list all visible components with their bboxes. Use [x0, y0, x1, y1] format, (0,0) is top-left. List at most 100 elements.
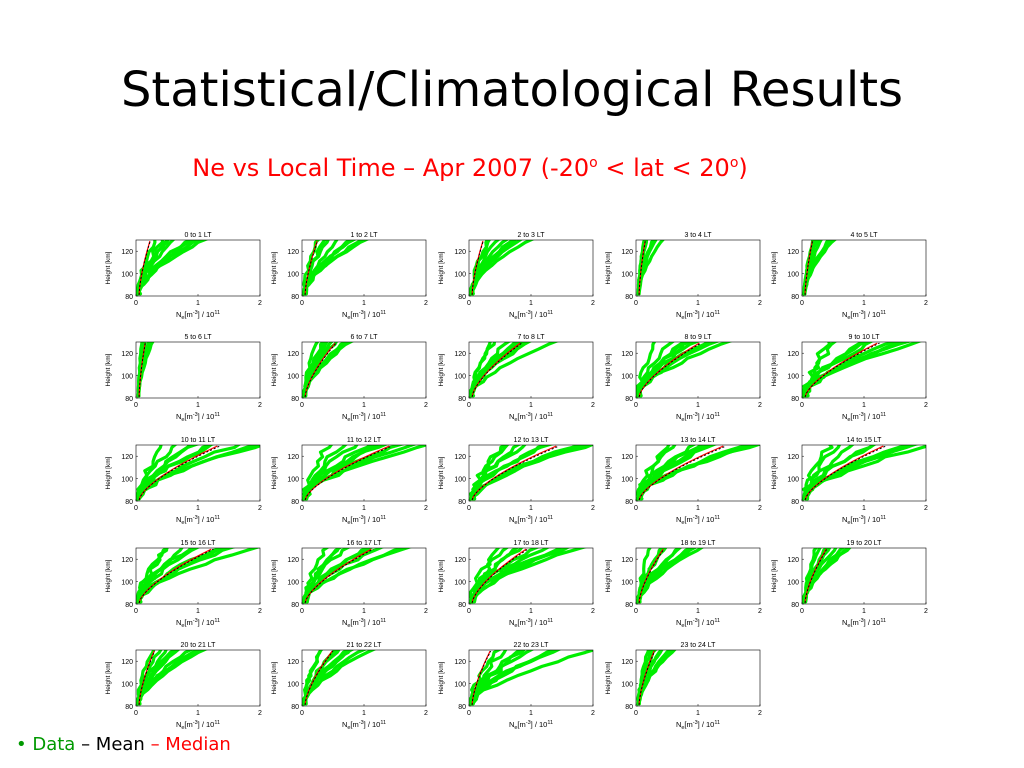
panel-data-curves — [802, 342, 922, 398]
x-tick-label: 1 — [362, 402, 366, 409]
y-tick-label: 80 — [791, 396, 799, 403]
x-axis-label: Ne[m-3] / 1011 — [509, 515, 553, 526]
y-tick-label: 120 — [454, 659, 466, 666]
panel-data-curves — [636, 548, 704, 604]
x-tick-label: 0 — [467, 608, 471, 615]
panel-title: 22 to 23 LT — [514, 642, 550, 649]
x-tick-label: 2 — [258, 608, 262, 615]
x-tick-label: 0 — [634, 505, 638, 512]
panel-data-curves — [302, 650, 377, 706]
y-tick-label: 120 — [287, 659, 299, 666]
panel-data-curves — [636, 445, 760, 501]
panel-3: 2 to 3 LT 80 100 120 0 1 2 Height [km] Ne[m-3] /… — [438, 232, 595, 321]
panel-title: 9 to 10 LT — [848, 334, 880, 341]
data-curve — [636, 342, 733, 398]
y-tick-label: 100 — [121, 272, 133, 279]
x-axis-label: Ne[m-3] / 1011 — [842, 515, 886, 526]
x-tick-label: 2 — [758, 300, 762, 307]
y-tick-label: 120 — [121, 557, 133, 564]
x-tick-label: 2 — [591, 710, 595, 717]
x-tick-label: 0 — [467, 505, 471, 512]
x-tick-label: 1 — [196, 505, 200, 512]
y-tick-label: 120 — [121, 249, 133, 256]
mean-curve — [638, 445, 727, 501]
y-axis-label: Height [km] — [605, 559, 612, 592]
x-tick-label: 0 — [300, 505, 304, 512]
x-tick-label: 2 — [591, 300, 595, 307]
y-tick-label: 120 — [454, 454, 466, 461]
y-tick-label: 80 — [458, 704, 466, 711]
panel-title: 14 to 15 LT — [847, 437, 883, 444]
mean-curve — [138, 240, 151, 295]
y-tick-label: 100 — [121, 374, 133, 381]
y-tick-label: 80 — [291, 294, 299, 301]
x-tick-label: 2 — [591, 402, 595, 409]
y-tick-label: 80 — [125, 602, 133, 609]
panel-data-curves — [469, 650, 593, 706]
y-tick-label: 100 — [121, 580, 133, 587]
panel-9: 8 to 9 LT 80 100 120 0 1 2 Height [km] Ne[m-3] /… — [605, 334, 762, 423]
y-tick-label: 100 — [287, 580, 299, 587]
x-tick-label: 1 — [196, 710, 200, 717]
x-axis-label: Ne[m-3] / 1011 — [509, 720, 553, 731]
mean-curve — [138, 343, 146, 397]
y-tick-label: 120 — [287, 454, 299, 461]
x-axis-label: Ne[m-3] / 1011 — [842, 618, 886, 629]
x-tick-label: 1 — [362, 608, 366, 615]
y-tick-label: 100 — [121, 477, 133, 484]
panel-title: 13 to 14 LT — [681, 437, 717, 444]
x-axis-label: Ne[m-3] / 1011 — [176, 310, 220, 321]
x-tick-label: 1 — [362, 505, 366, 512]
panel-title: 8 to 9 LT — [684, 334, 712, 341]
data-curve — [471, 650, 593, 706]
x-axis-label: Ne[m-3] / 1011 — [342, 720, 386, 731]
x-axis-label: Ne[m-3] / 1011 — [676, 310, 720, 321]
data-curve — [804, 342, 913, 398]
x-tick-label: 0 — [134, 402, 138, 409]
panel-10: 9 to 10 LT 80 100 120 0 1 2 Height [km] Ne[m-3] … — [771, 334, 928, 423]
median-curve — [138, 445, 218, 501]
mean-curve — [471, 240, 484, 295]
x-axis-label: Ne[m-3] / 1011 — [342, 618, 386, 629]
x-tick-label: 1 — [196, 402, 200, 409]
legend-sep-1: – — [75, 734, 96, 755]
panel-data-curves — [469, 342, 559, 398]
panel-title: 16 to 17 LT — [347, 540, 383, 547]
legend-median: Median — [165, 734, 231, 755]
y-tick-label: 120 — [621, 249, 633, 256]
y-tick-label: 80 — [791, 602, 799, 609]
panel-title: 5 to 6 LT — [184, 334, 212, 341]
y-axis-label: Height [km] — [771, 559, 778, 592]
y-axis-label: Height [km] — [771, 456, 778, 489]
x-tick-label: 0 — [134, 300, 138, 307]
panel-4: 3 to 4 LT 80 100 120 0 1 2 Height [km] Ne[m-3] /… — [605, 232, 762, 321]
y-tick-label: 80 — [125, 294, 133, 301]
mean-curve — [471, 548, 529, 604]
panel-2: 1 to 2 LT 80 100 120 0 1 2 Height [km] Ne[m-3] /… — [271, 232, 428, 321]
mean-curve — [471, 445, 560, 501]
y-tick-label: 80 — [625, 499, 633, 506]
y-tick-label: 120 — [621, 351, 633, 358]
y-tick-label: 100 — [787, 580, 799, 587]
panel-axes-box — [801, 239, 927, 297]
x-tick-label: 0 — [134, 608, 138, 615]
median-curve — [804, 445, 884, 501]
x-tick-label: 1 — [529, 710, 533, 717]
x-tick-label: 2 — [424, 505, 428, 512]
x-tick-label: 1 — [696, 505, 700, 512]
y-tick-label: 120 — [454, 557, 466, 564]
x-axis-label: Ne[m-3] / 1011 — [676, 412, 720, 423]
y-axis-label: Height [km] — [105, 251, 112, 284]
x-tick-label: 2 — [758, 608, 762, 615]
y-axis-label: Height [km] — [271, 559, 278, 592]
panel-1: 0 to 1 LT 80 100 120 0 1 2 Height [km] Ne[m-3] /… — [105, 232, 262, 321]
y-tick-label: 100 — [454, 580, 466, 587]
y-tick-label: 100 — [287, 272, 299, 279]
data-curve — [136, 650, 208, 706]
y-tick-label: 120 — [121, 351, 133, 358]
x-tick-label: 2 — [924, 300, 928, 307]
panel-22: 21 to 22 LT 80 100 120 0 1 2 Height [km] Ne[m-3]… — [271, 642, 428, 731]
x-tick-label: 1 — [196, 608, 200, 615]
data-curve — [636, 342, 675, 398]
panel-title: 4 to 5 LT — [850, 232, 878, 239]
